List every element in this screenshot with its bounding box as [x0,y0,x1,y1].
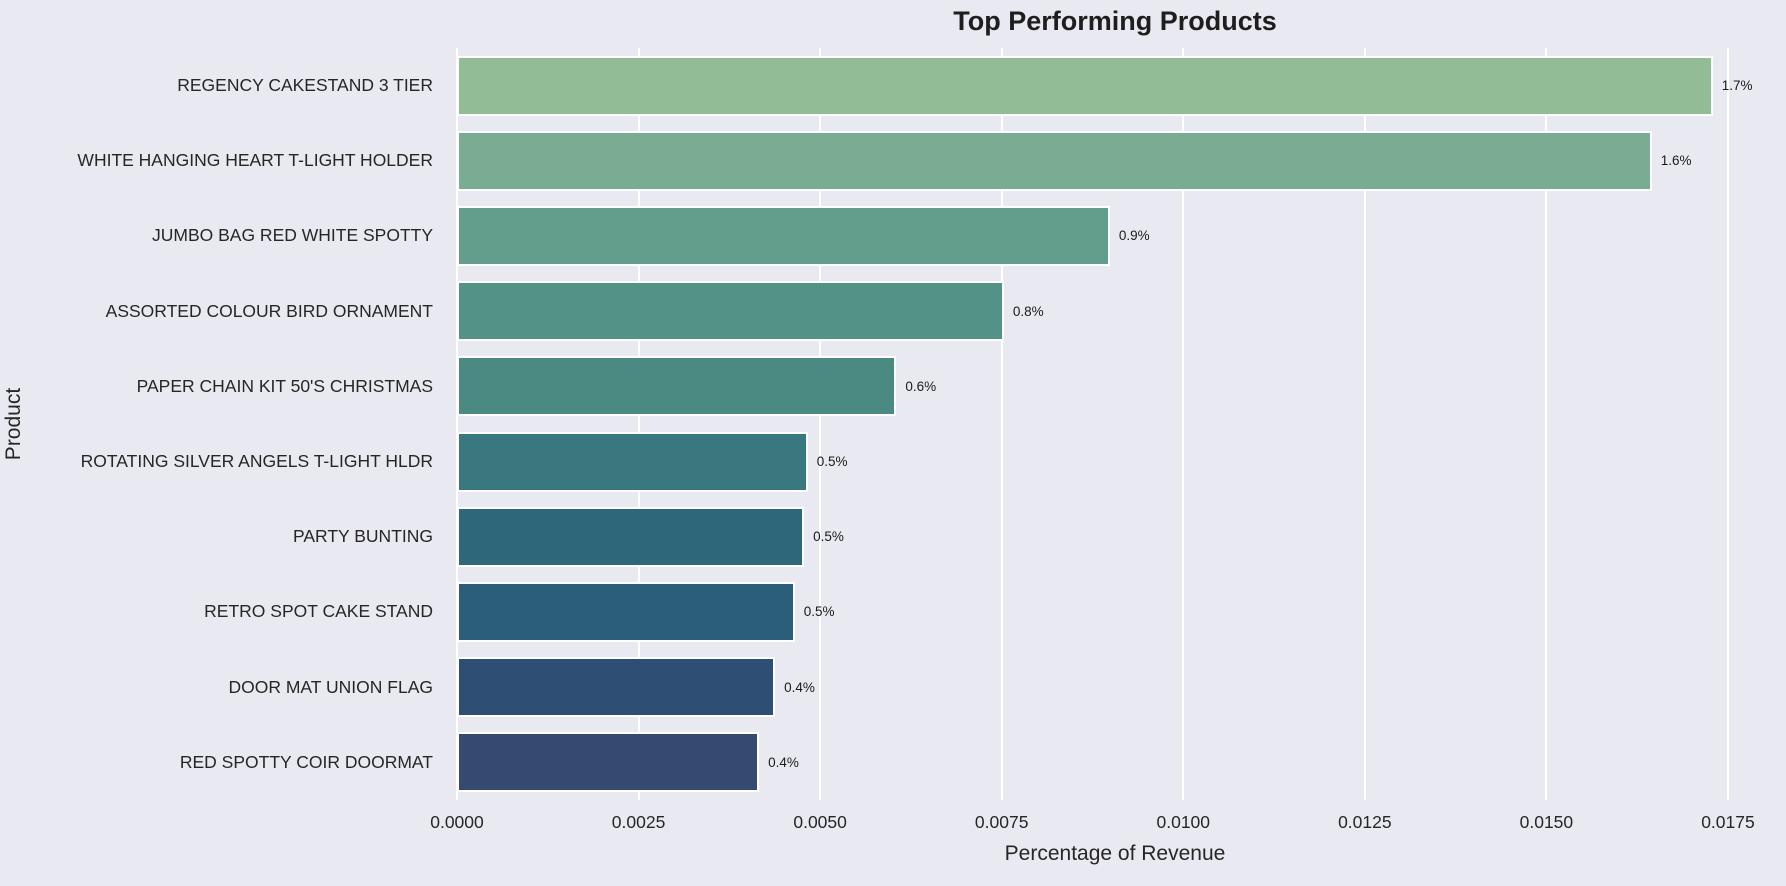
y-tick-label: ROTATING SILVER ANGELS T-LIGHT HLDR [80,451,433,472]
bar-value-label: 0.6% [905,378,937,394]
y-tick-label: REGENCY CAKESTAND 3 TIER [177,75,433,96]
bar-value-label: 0.5% [813,529,844,545]
y-tick-label: WHITE HANGING HEART T-LIGHT HOLDER [77,150,433,171]
bar-row: 0.4% [457,725,1773,800]
bar-value-label: 0.9% [1118,228,1150,244]
bar-row: 0.4% [457,650,1773,725]
bar-row: 0.5% [457,424,1773,499]
bar-value-label: 0.4% [784,679,815,695]
x-tick-label: 0.0175 [1701,812,1755,832]
bar [457,431,808,492]
bar [457,281,1004,342]
bar [457,657,776,718]
gridline [1000,48,1003,800]
y-tick-label: ASSORTED COLOUR BIRD ORNAMENT [105,300,433,321]
gridline [456,48,458,800]
y-tick-label: JUMBO BAG RED WHITE SPOTTY [152,225,433,246]
bar [457,205,1110,266]
gridline [1182,48,1185,800]
gridline [637,48,640,800]
bar-row: 1.6% [457,123,1773,198]
x-tick-label: 0.0150 [1519,812,1574,832]
y-tick-labels: REGENCY CAKESTAND 3 TIER WHITE HANGING HE… [0,48,445,800]
y-tick-label: DOOR MAT UNION FLAG [228,676,433,697]
x-tick-label: 0.0125 [1338,812,1392,832]
bar-row: 0.5% [457,499,1773,574]
gridline [1726,48,1729,800]
y-tick-label: PARTY BUNTING [292,526,433,547]
x-tick-label: 0.0050 [793,812,847,832]
chart-title: Top Performing Products [953,6,1277,36]
gridline [1363,48,1366,800]
gridline [1545,48,1548,800]
bar [457,581,795,642]
x-tick-label: 0.0025 [611,812,666,832]
bar [457,356,897,417]
bar [457,55,1713,116]
bar-value-label: 0.5% [803,604,835,620]
bar-row: 0.9% [457,198,1773,273]
bar-value-label: 0.4% [768,754,799,770]
y-tick-label: RED SPOTTY COIR DOORMAT [179,751,433,772]
bar-row: 0.6% [457,349,1773,424]
x-tick-label: 0.0075 [974,812,1029,832]
x-tick-label: 0.0100 [1156,812,1211,832]
x-axis-label: Percentage of Revenue [1004,842,1226,865]
bar [457,506,805,567]
bar-value-label: 1.7% [1721,78,1753,94]
x-tick-label: 0.0000 [430,812,484,832]
bar-row: 0.5% [457,574,1773,649]
bar-row: 1.7% [457,48,1773,123]
x-tick-labels: 0.0000 0.0025 0.0050 0.0075 0.0100 0.0125 0.01… [430,812,1773,838]
bar-value-label: 0.5% [816,454,848,470]
bar-value-label: 1.6% [1660,153,1692,169]
bar [457,130,1652,191]
plot-area: 1.7% 1.6% 0.9% 0.8% 0.6% 0.5% 0.5% 0.5% 0.4% 0.4% [456,48,1773,800]
y-tick-label: RETRO SPOT CAKE STAND [204,601,433,622]
y-tick-label: PAPER CHAIN KIT 50'S CHRISTMAS [136,375,433,396]
bar [457,732,760,793]
bar-row: 0.8% [457,274,1773,349]
bar-value-label: 0.8% [1012,303,1044,319]
gridline [819,48,822,800]
